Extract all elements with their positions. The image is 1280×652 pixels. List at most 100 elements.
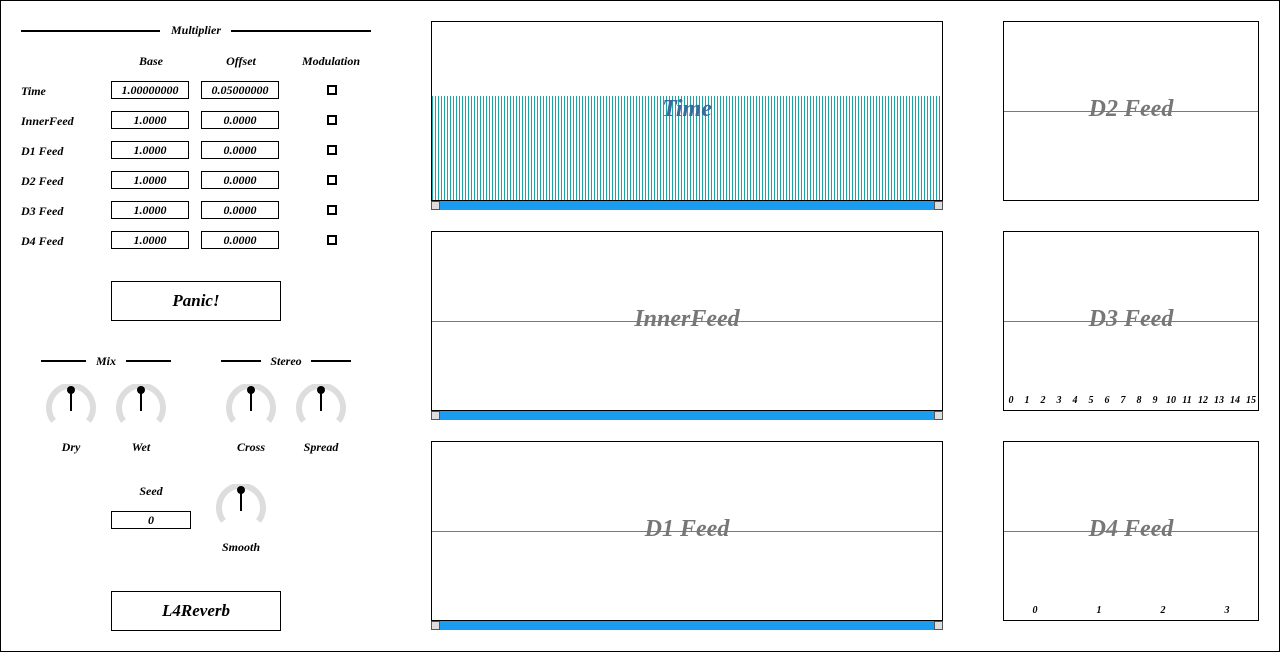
d3-tick-label: 6	[1104, 395, 1110, 406]
dry-knob[interactable]	[44, 384, 98, 438]
d3-feed-base-field[interactable]: 1.0000	[111, 201, 189, 219]
d2-feed-bar-editor[interactable]: D2 Feed	[1003, 21, 1259, 201]
d4-tick-label: 3	[1224, 605, 1230, 616]
d3-tick-label: 7	[1120, 395, 1126, 406]
d3-feed-offset-field[interactable]: 0.0000	[201, 201, 279, 219]
time-scroll-left-handle[interactable]	[431, 201, 440, 210]
d3-feed-modulation-checkbox[interactable]	[327, 205, 337, 215]
d4-feed-panel-title: D4 Feed	[1088, 516, 1174, 542]
dry-label: Dry	[61, 440, 81, 454]
innerfeed-scroll-left-handle[interactable]	[431, 411, 440, 420]
row-label-innerfeed: InnerFeed	[21, 114, 74, 128]
time-offset-field[interactable]: 0.05000000	[201, 81, 279, 99]
cross-label: Cross	[236, 440, 266, 454]
d1-feed-bar-editor[interactable]: D1 Feed	[431, 441, 943, 621]
smooth-knob[interactable]	[214, 484, 268, 538]
mix-title: Mix	[95, 354, 117, 368]
d1-feed-panel-title: D1 Feed	[644, 516, 730, 542]
seed-field[interactable]: 0	[111, 511, 191, 529]
d1-feed-midline	[432, 531, 942, 532]
stereo-rule-left	[221, 360, 261, 362]
row-label-time: Time	[21, 84, 46, 98]
multiplier-title: Multiplier	[170, 23, 222, 37]
spread-knob[interactable]	[294, 384, 348, 438]
d2-feed-midline	[1004, 111, 1258, 112]
d2-feed-panel-title: D2 Feed	[1088, 96, 1174, 122]
d1-feed-modulation-checkbox[interactable]	[327, 145, 337, 155]
d4-feed-midline	[1004, 531, 1258, 532]
innerfeed-offset-field[interactable]: 0.0000	[201, 111, 279, 129]
d4-tick-label: 1	[1096, 605, 1102, 616]
d1-feed-scroll-left-handle[interactable]	[431, 621, 440, 630]
d3-tick-label: 15	[1246, 395, 1256, 406]
d3-feed-midline	[1004, 321, 1258, 322]
d3-tick-label: 14	[1230, 395, 1240, 406]
time-bar-editor[interactable]: Time	[431, 21, 943, 201]
mix-rule-right	[126, 360, 171, 362]
panic-button[interactable]: Panic!	[111, 281, 281, 321]
d4-feed-modulation-checkbox[interactable]	[327, 235, 337, 245]
row-label-d3-feed: D3 Feed	[21, 204, 64, 218]
d3-tick-label: 3	[1056, 395, 1062, 406]
d4-feed-offset-field[interactable]: 0.0000	[201, 231, 279, 249]
spread-label: Spread	[303, 440, 339, 454]
d1-feed-scroll-right-handle[interactable]	[934, 621, 943, 630]
innerfeed-scroll-right-handle[interactable]	[934, 411, 943, 420]
row-label-d4-feed: D4 Feed	[21, 234, 64, 248]
d3-tick-label: 13	[1214, 395, 1224, 406]
d3-feed-bar-editor[interactable]: D3 Feed 0 1 2 3 4 5 6 7 8 9 10 11 12 13 …	[1003, 231, 1259, 411]
d2-feed-modulation-checkbox[interactable]	[327, 175, 337, 185]
d4-tick-label: 0	[1032, 605, 1038, 616]
cross-knob[interactable]	[224, 384, 278, 438]
innerfeed-base-field[interactable]: 1.0000	[111, 111, 189, 129]
multiplier-rule-left	[21, 30, 160, 32]
d4-feed-base-field[interactable]: 1.0000	[111, 231, 189, 249]
seed-label: Seed	[139, 484, 163, 498]
innerfeed-bar-editor[interactable]: InnerFeed	[431, 231, 943, 411]
d2-feed-offset-field[interactable]: 0.0000	[201, 171, 279, 189]
d3-tick-label: 5	[1088, 395, 1094, 406]
d3-tick-label: 2	[1040, 395, 1046, 406]
innerfeed-modulation-checkbox[interactable]	[327, 115, 337, 125]
col-modulation-header: Modulation	[301, 54, 361, 68]
d3-tick-label: 4	[1072, 395, 1078, 406]
d1-feed-offset-field[interactable]: 0.0000	[201, 141, 279, 159]
time-scrollbar-thumb[interactable]	[439, 201, 935, 210]
row-label-d2-feed: D2 Feed	[21, 174, 64, 188]
innerfeed-scrollbar-thumb[interactable]	[439, 411, 935, 420]
d3-tick-label: 9	[1152, 395, 1158, 406]
mix-rule-left	[41, 360, 86, 362]
d1-feed-scrollbar-thumb[interactable]	[439, 621, 935, 630]
time-value-bars	[432, 96, 942, 200]
d3-tick-label: 12	[1198, 395, 1208, 406]
d3-tick-label: 1	[1024, 395, 1030, 406]
plugin-name-button[interactable]: L4Reverb	[111, 591, 281, 631]
stereo-rule-right	[311, 360, 351, 362]
d3-tick-label: 10	[1166, 395, 1176, 406]
d4-feed-bar-editor[interactable]: D4 Feed 0 1 2 3	[1003, 441, 1259, 621]
innerfeed-midline	[432, 321, 942, 322]
multiplier-rule-right	[231, 30, 371, 32]
d4-tick-label: 2	[1160, 605, 1166, 616]
time-modulation-checkbox[interactable]	[327, 85, 337, 95]
row-label-d1-feed: D1 Feed	[21, 144, 64, 158]
wet-knob[interactable]	[114, 384, 168, 438]
innerfeed-panel-title: InnerFeed	[634, 306, 740, 332]
d3-tick-label: 11	[1182, 395, 1192, 406]
stereo-title: Stereo	[270, 354, 302, 368]
d3-tick-label: 8	[1136, 395, 1142, 406]
wet-label: Wet	[131, 440, 151, 454]
d1-feed-base-field[interactable]: 1.0000	[111, 141, 189, 159]
time-base-field[interactable]: 1.00000000	[111, 81, 189, 99]
time-scrollbar[interactable]	[431, 201, 943, 210]
smooth-label: Smooth	[221, 540, 261, 554]
col-offset-header: Offset	[226, 54, 256, 68]
time-scroll-right-handle[interactable]	[934, 201, 943, 210]
d3-feed-panel-title: D3 Feed	[1088, 306, 1174, 332]
col-base-header: Base	[139, 54, 163, 68]
d2-feed-base-field[interactable]: 1.0000	[111, 171, 189, 189]
innerfeed-scrollbar[interactable]	[431, 411, 943, 420]
d1-feed-scrollbar[interactable]	[431, 621, 943, 630]
d3-tick-label: 0	[1008, 395, 1014, 406]
time-panel-title: Time	[662, 96, 712, 122]
